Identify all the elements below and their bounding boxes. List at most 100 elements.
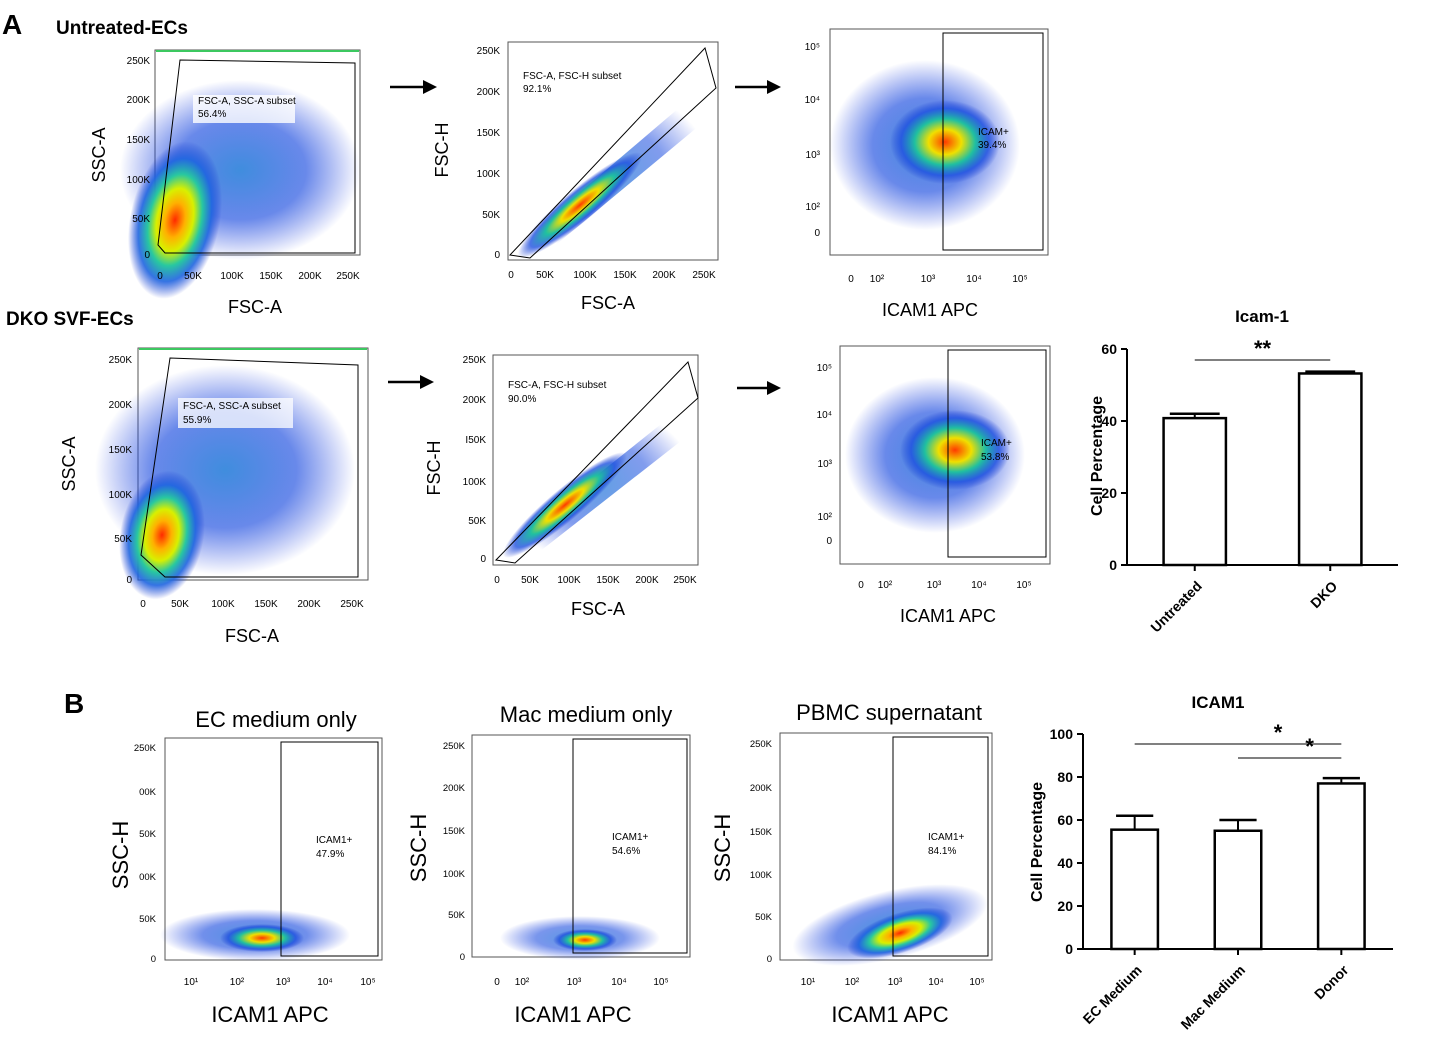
- dko-fsc-ssc-plot: FSC-A, SSC-A subset 55.9% 0 50K 100K 150…: [59, 347, 369, 646]
- gate-percent: 54.6%: [612, 846, 640, 857]
- bar: [1162, 416, 1228, 567]
- gate-rectangle: [892, 736, 989, 957]
- x-tick: 10¹: [801, 977, 816, 988]
- panel-b-letter: B: [64, 688, 84, 719]
- x-tick: 0: [494, 977, 500, 988]
- gate-polygon: [140, 357, 359, 578]
- ec-medium-plot: EC medium only ICAM1+ 47.9% 0 50K 00K 50…: [108, 707, 383, 1027]
- y-tick: 50K: [482, 210, 500, 221]
- x-tick: 0: [848, 274, 854, 285]
- x-axis-title: FSC-A: [581, 293, 635, 313]
- y-tick: 150K: [109, 445, 133, 456]
- y-tick-label: 40: [1101, 413, 1117, 429]
- gate-polygon: [494, 361, 699, 564]
- x-tick: 10³: [567, 977, 582, 988]
- y-tick-label: 20: [1101, 485, 1117, 501]
- gate-rectangle: [572, 738, 688, 954]
- gate-percent: 90.0%: [508, 394, 536, 405]
- density-hotspot: [119, 470, 205, 600]
- x-tick: 10⁵: [1012, 274, 1027, 285]
- density-hotspot: [502, 452, 628, 558]
- y-tick: 50K: [755, 912, 773, 923]
- x-axis-title: FSC-A: [228, 297, 282, 317]
- x-tick: 10²: [870, 274, 885, 285]
- x-tick: 200K: [298, 271, 322, 282]
- gate-percent: 84.1%: [928, 846, 956, 857]
- y-tick: 10⁴: [817, 410, 832, 421]
- x-tick: 10⁴: [971, 580, 986, 591]
- y-tick: 250K: [127, 56, 151, 67]
- gate-percent: 53.8%: [981, 452, 1009, 463]
- y-tick: 250K: [750, 739, 773, 750]
- y-tick: 100K: [750, 870, 773, 881]
- significance-label: **: [1254, 336, 1272, 361]
- gate-name: ICAM1+: [316, 835, 353, 846]
- x-axis-title: ICAM1 APC: [900, 606, 996, 626]
- y-axis-title: SSC-H: [710, 814, 735, 882]
- y-axis-title: SSC-A: [89, 127, 109, 182]
- y-tick: 50K: [139, 829, 157, 840]
- gate-percent: 47.9%: [316, 849, 344, 860]
- y-tick: 200K: [750, 783, 773, 794]
- y-tick-label: 40: [1057, 855, 1073, 871]
- dko-svf-ecs-label: DKO SVF-ECs: [6, 309, 134, 330]
- y-tick: 50K: [448, 910, 466, 921]
- y-tick: 200K: [477, 87, 501, 98]
- y-tick: 10⁵: [805, 42, 820, 53]
- density-hotspot: [517, 152, 643, 258]
- y-tick: 10⁴: [805, 95, 820, 106]
- gate-name: ICAM1+: [612, 832, 649, 843]
- x-tick: 0: [508, 270, 514, 281]
- icam1-bar-chart-a: Icam-1 Cell Percentage 0 20 40 60 Untreated D…: [1089, 307, 1398, 635]
- x-tick: 0: [140, 599, 146, 610]
- density-hotspot: [890, 100, 1000, 184]
- density-hotspot: [553, 929, 617, 951]
- y-tick: 10³: [818, 459, 833, 470]
- y-tick: 150K: [127, 135, 151, 146]
- plot-title: Mac medium only: [500, 702, 672, 727]
- y-tick: 0: [826, 536, 832, 547]
- gate-polygon: [157, 59, 356, 254]
- gate-name: FSC-A, FSC-H subset: [523, 71, 622, 82]
- category-label: Mac Medium: [1177, 962, 1248, 1033]
- x-tick: 10²: [878, 580, 893, 591]
- y-tick: I50K: [465, 435, 486, 446]
- x-tick: 50K: [171, 599, 189, 610]
- y-tick: 0: [126, 575, 132, 586]
- x-axis-title: ICAM1 APC: [831, 1002, 948, 1027]
- bar: [1297, 372, 1363, 567]
- y-tick: 250K: [134, 743, 157, 754]
- gate-percent: 92.1%: [523, 84, 551, 95]
- x-tick: 150K: [254, 599, 278, 610]
- x-axis-title: ICAM1 APC: [882, 300, 978, 320]
- y-tick: 0: [814, 228, 820, 239]
- y-axis-title: Cell Percentage: [1089, 396, 1106, 516]
- gate-name: ICAM+: [978, 127, 1009, 138]
- x-tick: 50K: [536, 270, 554, 281]
- y-tick: 0: [151, 954, 156, 965]
- x-tick: 250K: [340, 599, 364, 610]
- x-axis-title: ICAM1 APC: [211, 1002, 328, 1027]
- category-label: Untreated: [1147, 578, 1205, 636]
- y-tick: 50K: [132, 214, 150, 225]
- x-tick: 100K: [211, 599, 235, 610]
- untreated-fsc-ssc-plot: FSC-A, SSC-A subset 56.4% 0 50K 100K 150…: [89, 49, 361, 317]
- y-tick: 100K: [443, 869, 466, 880]
- category-label: Donor: [1311, 961, 1352, 1002]
- density-hotspot: [127, 141, 223, 299]
- x-tick: 0: [494, 575, 500, 586]
- x-tick: 10⁴: [928, 977, 943, 988]
- y-tick: 250K: [463, 355, 487, 366]
- x-tick: 150K: [596, 575, 620, 586]
- y-tick: 10²: [818, 512, 833, 523]
- y-axis-title: FSC-H: [432, 123, 452, 178]
- y-tick: 250K: [109, 355, 133, 366]
- x-tick: 200K: [652, 270, 676, 281]
- y-tick: 10³: [806, 150, 821, 161]
- chart-title: Icam-1: [1235, 307, 1289, 326]
- gate-percent: 56.4%: [198, 109, 226, 120]
- x-tick: 10³: [276, 977, 291, 988]
- gate-rectangle: [280, 741, 379, 957]
- gate-percent: 39.4%: [978, 140, 1006, 151]
- x-tick: 10⁴: [317, 977, 332, 988]
